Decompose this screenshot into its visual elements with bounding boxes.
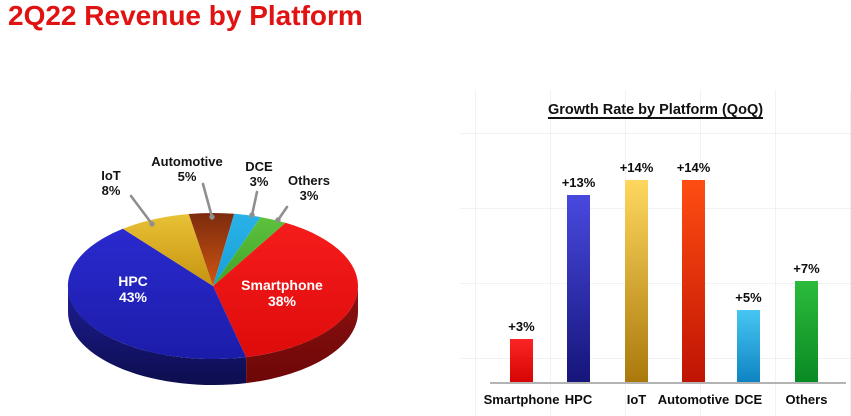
bar-chart-figure: Growth Rate by Platform (QoQ) +3% Smartph… [460, 90, 851, 416]
bar-others [795, 281, 818, 382]
pie-label-smartphone: Smartphone 38% [241, 277, 323, 309]
bar-category-label-hpc: HPC [564, 392, 593, 407]
bar-smartphone [510, 338, 533, 382]
bar-category-label-others: Others [785, 392, 828, 407]
pie-label-hpc: HPC 43% [118, 273, 148, 305]
pie-label-value: 43% [118, 289, 148, 305]
bar-automotive [682, 180, 705, 382]
bar-plot-area: +3% Smartphone +13% HPC +14% IoT +14% Automotiv… [484, 120, 846, 407]
bar-category-label-dce: DCE [734, 392, 763, 407]
pie-labels-layer: Smartphone 38% HPC 43% IoT 8% Automotive 5% DCE 3… [101, 154, 330, 309]
bar-dce [737, 310, 760, 382]
bar-value-label-hpc: +13% [561, 174, 596, 190]
bar-value-label-iot: +14% [619, 160, 654, 176]
bar-hpc [567, 194, 590, 382]
pie-label-name: Others [288, 173, 330, 189]
pie-label-name: Smartphone [241, 276, 323, 293]
bar-chart-title: Growth Rate by Platform (QoQ) [547, 102, 764, 118]
bar-category-label-smartphone: Smartphone [483, 392, 560, 407]
pie-label-value: 5% [177, 169, 197, 184]
pie-label-value: 38% [267, 293, 297, 309]
bar-category-label-automotive: Automotive [657, 392, 730, 407]
pie-label-iot: IoT 8% [101, 168, 121, 199]
pie-label-value: 3% [249, 174, 269, 189]
bar-category-label-iot: IoT [626, 392, 647, 407]
pie-label-name: HPC [118, 272, 148, 289]
bar-value-label-others: +7% [793, 261, 820, 277]
x-axis-line [490, 382, 846, 384]
pie-label-name: DCE [245, 159, 273, 175]
bar-value-label-automotive: +14% [676, 160, 711, 176]
pie-label-value: 3% [299, 188, 319, 203]
pie-label-dce: DCE 3% [245, 159, 273, 190]
bar-value-label-smartphone: +3% [508, 318, 535, 334]
pie-label-others: Others 3% [288, 173, 330, 204]
bar-iot [625, 180, 648, 382]
pie-label-value: 8% [101, 183, 121, 198]
bar-value-label-dce: +5% [735, 290, 762, 305]
page-title: 2Q22 Revenue by Platform [8, 0, 363, 31]
pie-label-name: Automotive [151, 154, 223, 170]
pie-label-automotive: Automotive 5% [151, 154, 223, 185]
pie-label-name: IoT [101, 168, 121, 184]
